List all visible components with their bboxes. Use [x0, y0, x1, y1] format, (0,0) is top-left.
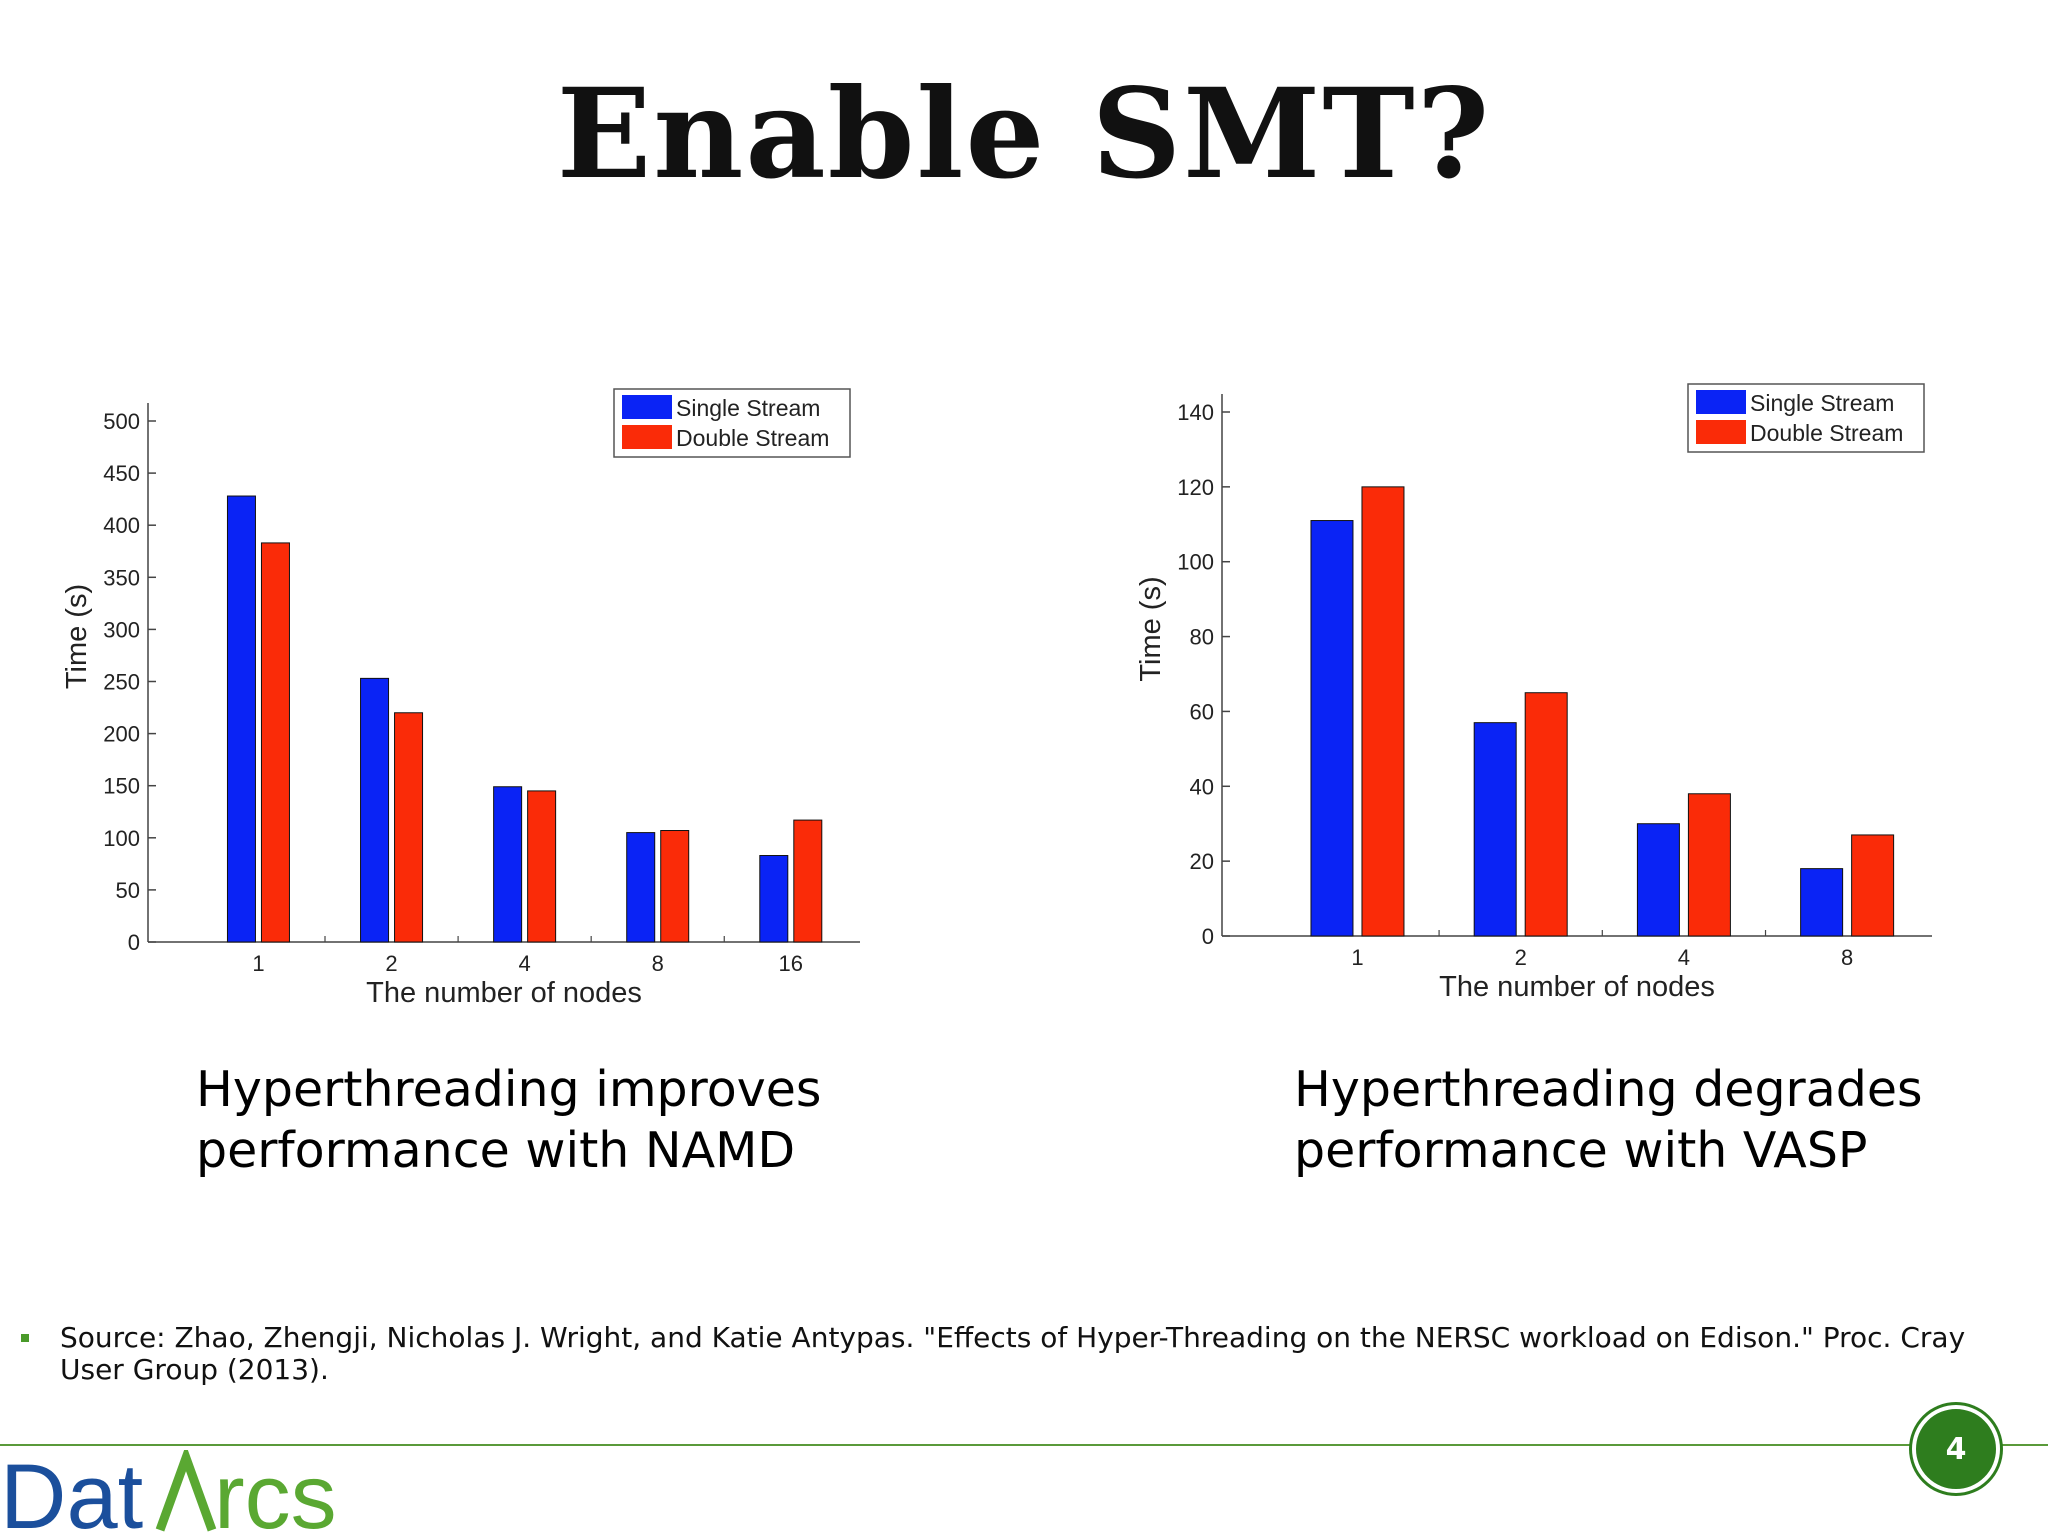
namd-bar-single-1: [226, 495, 256, 943]
namd-x-tick-label: 16: [779, 951, 803, 976]
datarcs-logo: Dat rcs: [0, 1450, 337, 1536]
vasp-bar-double-4: [1687, 793, 1731, 937]
vasp-y-tick-label: 60: [1190, 699, 1214, 724]
namd-bar-single-16: [759, 855, 789, 943]
namd-bar-double-2: [394, 712, 424, 943]
namd-bar-double-4: [527, 790, 557, 943]
vasp-x-tick-label: 1: [1351, 945, 1363, 970]
namd-legend-swatch-double: [622, 425, 672, 449]
namd-bar-single-4: [493, 786, 523, 943]
vasp-y-tick-label: 80: [1190, 625, 1214, 650]
page-number-badge: 4: [1912, 1405, 2000, 1493]
namd-bar-double-8: [660, 830, 690, 943]
namd-legend-label: Double Stream: [676, 425, 829, 451]
svg-text:Dat: Dat: [0, 1450, 143, 1536]
vasp-bar-single-4: [1636, 823, 1680, 937]
namd-x-tick-label: 8: [652, 951, 664, 976]
vasp-x-axis-label: The number of nodes: [1439, 971, 1715, 1003]
vasp-legend-label: Single Stream: [1750, 390, 1894, 416]
vasp-bar-single-1: [1310, 520, 1354, 937]
namd-y-tick-label: 0: [128, 930, 140, 955]
namd-bar-single-2: [360, 677, 390, 943]
namd-x-tick-label: 4: [519, 951, 531, 976]
vasp-bar-double-2: [1524, 692, 1568, 937]
namd-y-tick-label: 200: [103, 722, 140, 747]
namd-x-axis-label: The number of nodes: [366, 977, 642, 1009]
vasp-y-tick-label: 120: [1177, 475, 1214, 500]
namd-y-tick-label: 150: [103, 774, 140, 799]
vasp-x-tick-label: 2: [1515, 945, 1527, 970]
vasp-y-tick-label: 100: [1177, 550, 1214, 575]
vasp-x-tick-label: 8: [1841, 945, 1853, 970]
namd-y-tick-label: 350: [103, 565, 140, 590]
vasp-y-tick-label: 0: [1202, 924, 1214, 949]
vasp-bar-single-8: [1800, 868, 1844, 937]
vasp-legend-swatch-double: [1696, 420, 1746, 444]
vasp-legend-swatch-single: [1696, 390, 1746, 414]
vasp-bar-double-1: [1361, 486, 1405, 937]
namd-x-tick-label: 2: [385, 951, 397, 976]
caption-namd: Hyperthreading improves performance with…: [196, 1061, 822, 1179]
namd-bar-double-16: [793, 819, 823, 943]
namd-y-tick-label: 500: [103, 409, 140, 434]
vasp-y-tick-label: 20: [1190, 849, 1214, 874]
vasp-y-axis-label: Time (s): [1135, 576, 1167, 681]
namd-y-tick-label: 300: [103, 617, 140, 642]
namd-y-tick-label: 450: [103, 461, 140, 486]
vasp-bar-single-2: [1473, 722, 1517, 937]
vasp-y-tick-label: 40: [1190, 774, 1214, 799]
namd-bar-chart: 0 50 100 150 200 250 300 350 400 450 500 1 2 4 8 16 The …: [61, 388, 860, 1009]
vasp-legend-label: Double Stream: [1750, 420, 1903, 446]
vasp-bar-double-8: [1851, 834, 1895, 937]
namd-y-tick-label: 400: [103, 513, 140, 538]
namd-legend-label: Single Stream: [676, 395, 820, 421]
vasp-x-tick-label: 4: [1678, 945, 1690, 970]
slide-title: Enable SMT?: [556, 62, 1492, 207]
namd-y-tick-label: 250: [103, 670, 140, 695]
namd-x-tick-label: 1: [252, 951, 264, 976]
caption-vasp: Hyperthreading degrades performance with…: [1294, 1061, 1923, 1179]
namd-bar-double-1: [260, 542, 290, 943]
svg-text:rcs: rcs: [214, 1450, 337, 1536]
namd-y-tick-label: 50: [116, 878, 140, 903]
footer-divider: [0, 1444, 2048, 1446]
namd-legend-swatch-single: [622, 395, 672, 419]
vasp-bar-chart: 0 20 40 60 80 100 120 140 1 2 4 8 The number of node…: [1135, 383, 1932, 1003]
source-bullet: [21, 1334, 29, 1342]
namd-y-axis-label: Time (s): [61, 584, 93, 689]
namd-bar-single-8: [626, 832, 656, 943]
namd-y-tick-label: 100: [103, 826, 140, 851]
vasp-y-tick-label: 140: [1177, 400, 1214, 425]
source-citation: Source: Zhao, Zhengji, Nicholas J. Wrigh…: [60, 1321, 1966, 1386]
